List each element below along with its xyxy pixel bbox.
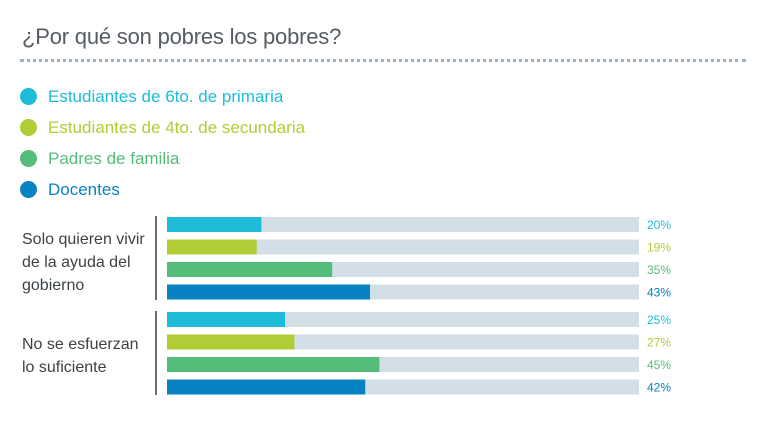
data-label: 19% [647, 241, 671, 255]
category-label-0: Solo quieren vivir de la ayuda del gobie… [22, 231, 145, 294]
data-label: 45% [647, 358, 671, 372]
bar [167, 217, 262, 232]
category-label-1: No se esfuerzan lo suficiente [22, 336, 139, 376]
bar [167, 312, 285, 327]
bar-track [167, 239, 639, 255]
bar [167, 239, 257, 255]
bar [167, 284, 370, 300]
legend-label: Estudiantes de 6to. de primaria [48, 87, 284, 106]
data-label: 43% [647, 286, 671, 300]
page-title: ¿Por qué son pobres los pobres? [22, 24, 342, 49]
group-divider-1 [155, 311, 157, 395]
bar [167, 334, 295, 350]
legend-swatch [20, 150, 37, 167]
legend-label: Estudiantes de 4to. de secundaria [48, 118, 306, 137]
data-label: 35% [647, 263, 671, 277]
group-divider-0 [155, 216, 157, 300]
bar [167, 379, 366, 395]
bar [167, 262, 333, 277]
data-label: 25% [647, 313, 671, 327]
bar-track [167, 217, 639, 232]
dotted-divider [20, 59, 746, 62]
bar [167, 357, 380, 372]
legend-swatch [20, 119, 37, 136]
data-label: 42% [647, 381, 671, 395]
legend-swatch [20, 181, 37, 198]
legend-swatch [20, 88, 37, 105]
legend-label: Padres de familia [48, 149, 180, 168]
legend-label: Docentes [48, 180, 120, 199]
data-label: 27% [647, 336, 671, 350]
data-label: 20% [647, 218, 671, 232]
